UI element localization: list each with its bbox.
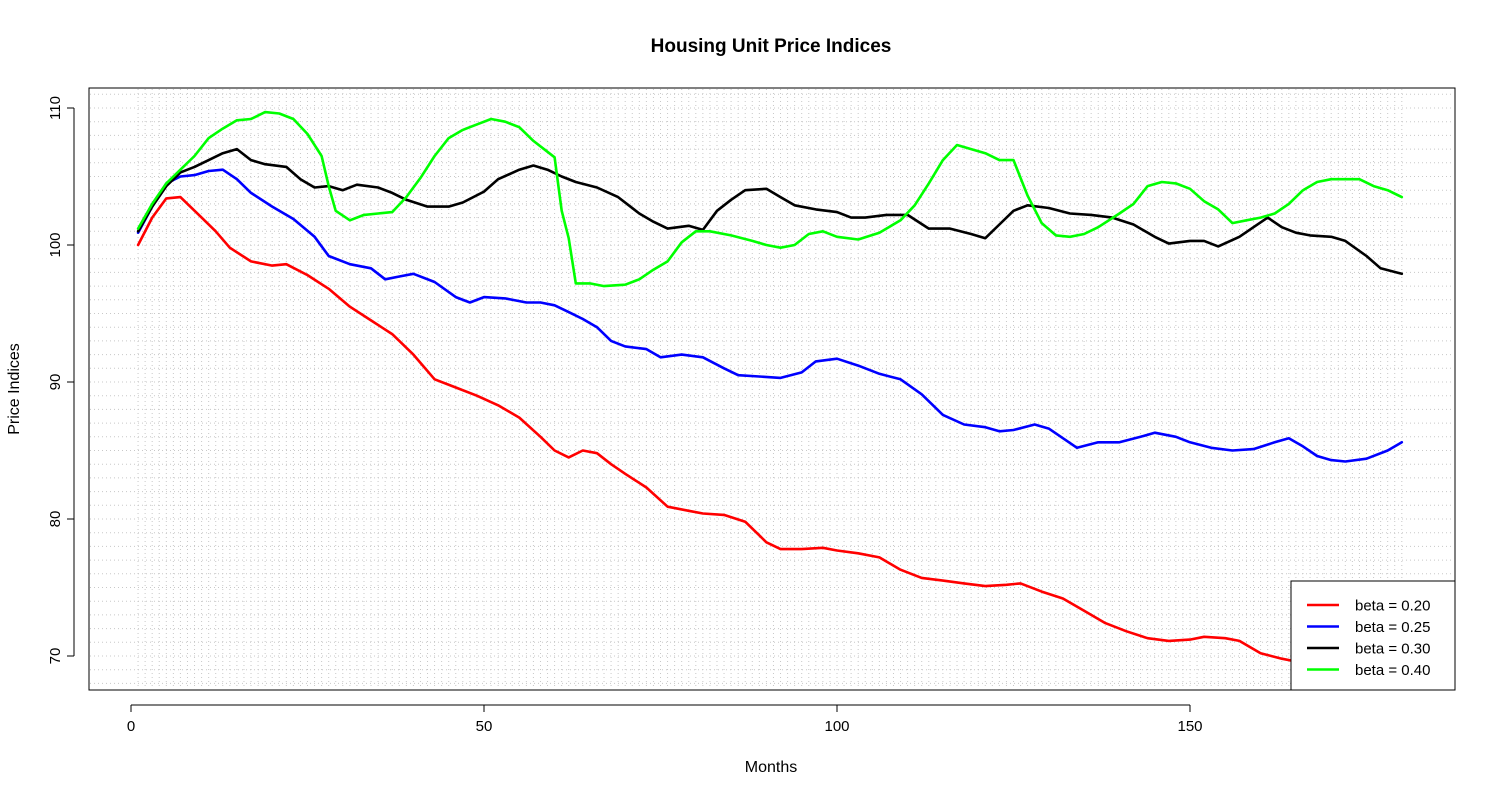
- chart-title: Housing Unit Price Indices: [651, 36, 892, 57]
- data-series: [136, 110, 1404, 671]
- x-tick-label: 0: [127, 718, 135, 735]
- x-tick-label: 150: [1177, 718, 1202, 735]
- y-tick-label: 70: [47, 648, 64, 665]
- x-tick-label: 50: [476, 718, 493, 735]
- legend-label-4: beta = 0.40: [1355, 662, 1430, 679]
- series-line-2: [136, 168, 1404, 463]
- x-axis-label: Months: [745, 759, 797, 776]
- y-axis-label: Price Indices: [6, 343, 23, 435]
- series-line-4: [136, 110, 1404, 288]
- y-tick-label: 110: [47, 96, 64, 120]
- series-line-3: [136, 147, 1404, 276]
- grid-lines: [90, 89, 1454, 689]
- x-axis: 0 50 100 150: [127, 704, 1203, 735]
- y-tick-label: 90: [47, 374, 64, 391]
- legend-label-3: beta = 0.30: [1355, 641, 1430, 658]
- series-line-1: [136, 195, 1319, 671]
- legend-label-2: beta = 0.25: [1355, 619, 1430, 636]
- legend-box: [1290, 580, 1456, 691]
- x-tick-label: 100: [824, 718, 849, 735]
- y-axis: 70 80 90 100 110: [47, 96, 75, 665]
- plot-area-frame: [88, 87, 1456, 691]
- y-tick-label: 80: [47, 511, 64, 528]
- legend: beta = 0.20 beta = 0.25 beta = 0.30 beta = …: [1290, 580, 1456, 691]
- y-tick-label: 100: [47, 232, 64, 257]
- legend-label-1: beta = 0.20: [1355, 598, 1430, 615]
